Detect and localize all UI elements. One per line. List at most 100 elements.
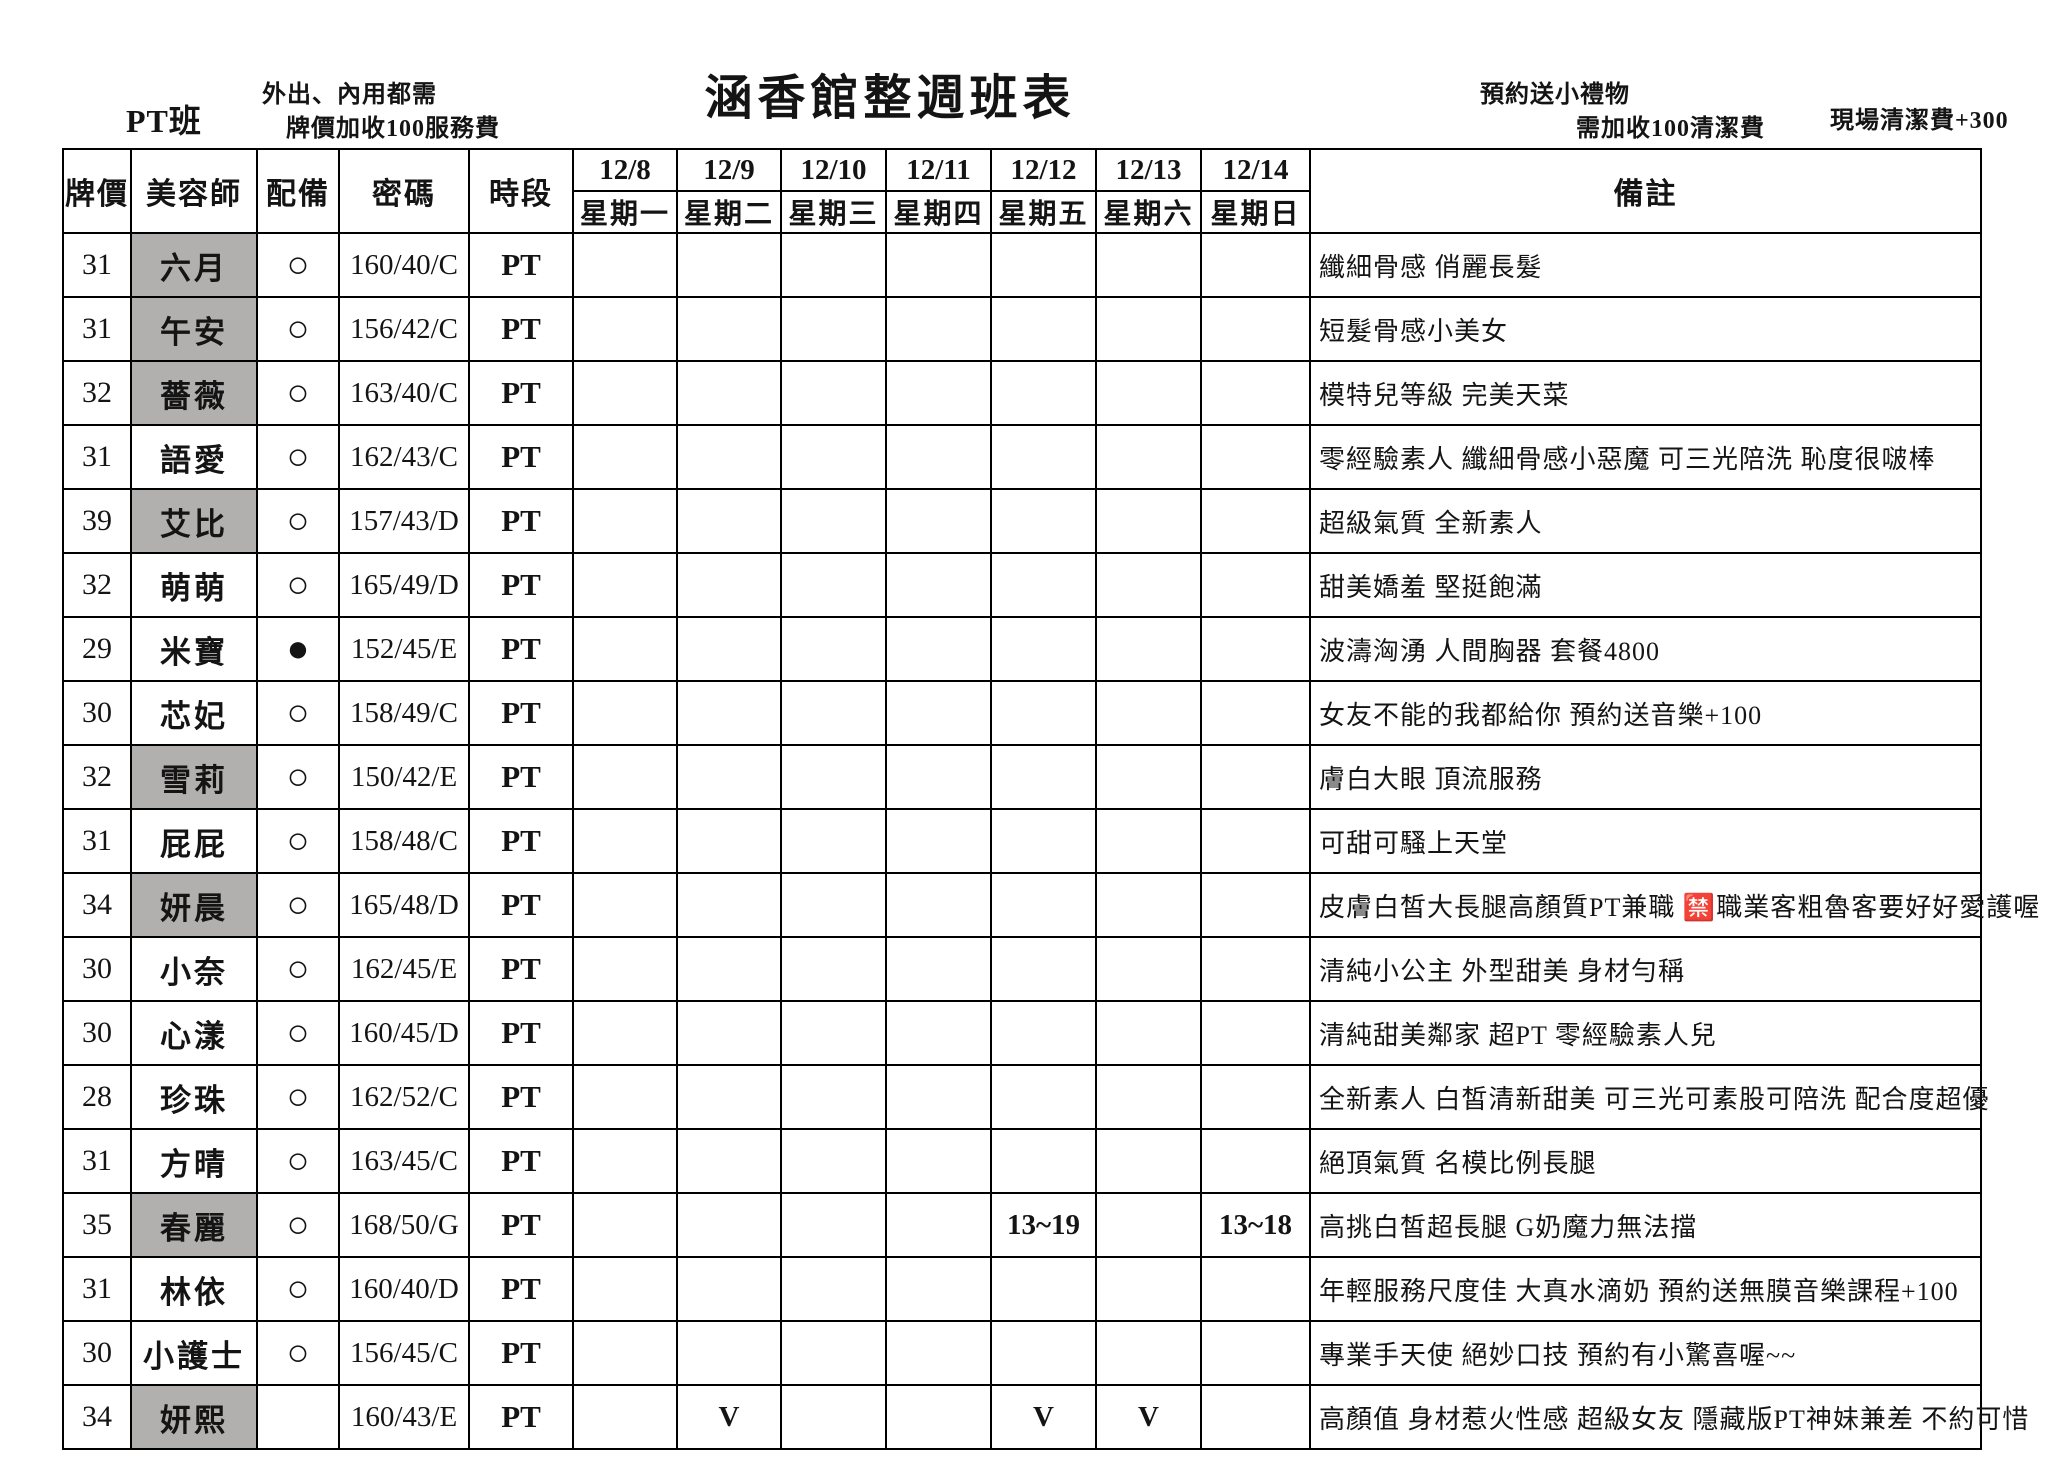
- equipment-cell: ○: [256, 1000, 340, 1066]
- day-cell: [780, 360, 887, 426]
- time-slot-cell: PT: [468, 424, 574, 490]
- day-cell: [572, 808, 678, 874]
- availability-circle-icon: ○: [286, 1332, 310, 1374]
- beautician-name-cell: 林依: [130, 1256, 258, 1322]
- day-cell: [572, 552, 678, 618]
- code-cell: 158/49/C: [338, 680, 470, 746]
- day-cell: [885, 296, 992, 362]
- day-cell: [572, 1192, 678, 1258]
- day-cell: [572, 1128, 678, 1194]
- price-cell: 32: [62, 552, 132, 618]
- day-cell: [885, 1384, 992, 1450]
- day-cell: [780, 296, 887, 362]
- table-row: 35 春麗 ○ 168/50/G PT 13~19 13~18 高挑白皙超長腿 …: [62, 1192, 1982, 1258]
- day-cell: [780, 680, 887, 746]
- day-cell: [885, 424, 992, 490]
- day-cell: [990, 616, 1097, 682]
- table-row: 30 小奈 ○ 162/45/E PT 清純小公主 外型甜美 身材勻稱: [62, 936, 1982, 1002]
- price-cell: 31: [62, 808, 132, 874]
- availability-circle-icon: ○: [286, 372, 310, 414]
- day-cell: [780, 552, 887, 618]
- time-slot-cell: PT: [468, 1192, 574, 1258]
- day-cell: [885, 1128, 992, 1194]
- day-cell: V: [990, 1384, 1097, 1450]
- note-cell: 清純甜美鄰家 超PT 零經驗素人兒: [1309, 1000, 1982, 1066]
- note-cell: 皮膚白皙大長腿高顏質PT兼職 🈲職業客粗魯客要好好愛護喔: [1309, 872, 2039, 938]
- code-cell: 162/43/C: [338, 424, 470, 490]
- date-header: 12/12: [990, 148, 1097, 192]
- day-cell: [1200, 808, 1311, 874]
- day-cell: [990, 488, 1097, 554]
- equipment-cell: ○: [256, 1256, 340, 1322]
- equipment-cell: ○: [256, 424, 340, 490]
- table-row: 31 午安 ○ 156/42/C PT 短髮骨感小美女: [62, 296, 1982, 362]
- table-row: 31 六月 ○ 160/40/C PT 纖細骨感 俏麗長髮: [62, 232, 1982, 298]
- day-cell: [990, 552, 1097, 618]
- day-cell: [1200, 1128, 1311, 1194]
- date-header: 12/8: [572, 148, 678, 192]
- day-cell: [1200, 552, 1311, 618]
- table-row: 39 艾比 ○ 157/43/D PT 超級氣質 全新素人: [62, 488, 1982, 554]
- day-cell: [572, 360, 678, 426]
- day-cell: [1095, 744, 1202, 810]
- table-row: 32 薔薇 ○ 163/40/C PT 模特兒等級 完美天菜: [62, 360, 1982, 426]
- day-cell: [1095, 232, 1202, 298]
- day-cell: [885, 1000, 992, 1066]
- price-cell: 30: [62, 1320, 132, 1386]
- weekday-header: 星期日: [1200, 190, 1311, 234]
- day-cell: [676, 1128, 782, 1194]
- price-cell: 28: [62, 1064, 132, 1130]
- time-slot-cell: PT: [468, 296, 574, 362]
- day-cell: [885, 1064, 992, 1130]
- day-cell: [1095, 1064, 1202, 1130]
- col-header-time-slot: 時段: [468, 148, 574, 234]
- weekly-schedule-table: 牌價 美容師 配備 密碼 時段 12/8 12/9 12/10 12/11 12…: [62, 148, 2039, 1450]
- note-cell: 高顏值 身材惹火性感 超級女友 隱藏版PT神妹兼差 不約可惜: [1309, 1384, 2028, 1450]
- availability-circle-icon: ○: [286, 500, 310, 542]
- table-row: 31 語愛 ○ 162/43/C PT 零經驗素人 纖細骨感小惡魔 可三光陪洗 …: [62, 424, 1982, 490]
- day-cell: [676, 872, 782, 938]
- day-cell: [990, 1000, 1097, 1066]
- day-cell: [1095, 808, 1202, 874]
- service-fee-note-line2: 牌價加收100服務費: [286, 116, 500, 142]
- code-cell: 163/45/C: [338, 1128, 470, 1194]
- page-title: 涵香館整週班表: [704, 72, 1076, 125]
- day-cell: [780, 1384, 887, 1450]
- day-cell: [676, 1000, 782, 1066]
- beautician-name-cell: 艾比: [130, 488, 258, 554]
- equipment-cell: ○: [256, 744, 340, 810]
- equipment-cell: ○: [256, 296, 340, 362]
- day-cell: [990, 232, 1097, 298]
- time-slot-cell: PT: [468, 1384, 574, 1450]
- time-slot-cell: PT: [468, 616, 574, 682]
- day-cell: [1200, 488, 1311, 554]
- code-cell: 165/49/D: [338, 552, 470, 618]
- beautician-name-cell: 妍熙: [130, 1384, 258, 1450]
- table-row: 34 妍晨 ○ 165/48/D PT 皮膚白皙大長腿高顏質PT兼職 🈲職業客粗…: [62, 872, 2039, 938]
- day-cell: [1095, 616, 1202, 682]
- day-cell: [1200, 360, 1311, 426]
- code-cell: 160/40/D: [338, 1256, 470, 1322]
- beautician-name-cell: 六月: [130, 232, 258, 298]
- day-cell: [1200, 1320, 1311, 1386]
- price-cell: 30: [62, 936, 132, 1002]
- time-slot-cell: PT: [468, 552, 574, 618]
- code-cell: 156/45/C: [338, 1320, 470, 1386]
- day-cell: [780, 936, 887, 1002]
- time-slot-cell: PT: [468, 744, 574, 810]
- availability-circle-icon: ○: [286, 948, 310, 990]
- availability-circle-icon: ○: [286, 820, 310, 862]
- weekday-header: 星期三: [780, 190, 887, 234]
- date-header: 12/11: [885, 148, 992, 192]
- day-cell: [990, 744, 1097, 810]
- day-cell: [780, 872, 887, 938]
- time-slot-cell: PT: [468, 680, 574, 746]
- day-cell: [885, 872, 992, 938]
- day-cell: [780, 232, 887, 298]
- time-slot-cell: PT: [468, 936, 574, 1002]
- day-cell: [676, 232, 782, 298]
- beautician-name-cell: 午安: [130, 296, 258, 362]
- day-cell: [572, 296, 678, 362]
- day-cell: [885, 744, 992, 810]
- note-cell: 清純小公主 外型甜美 身材勻稱: [1309, 936, 1982, 1002]
